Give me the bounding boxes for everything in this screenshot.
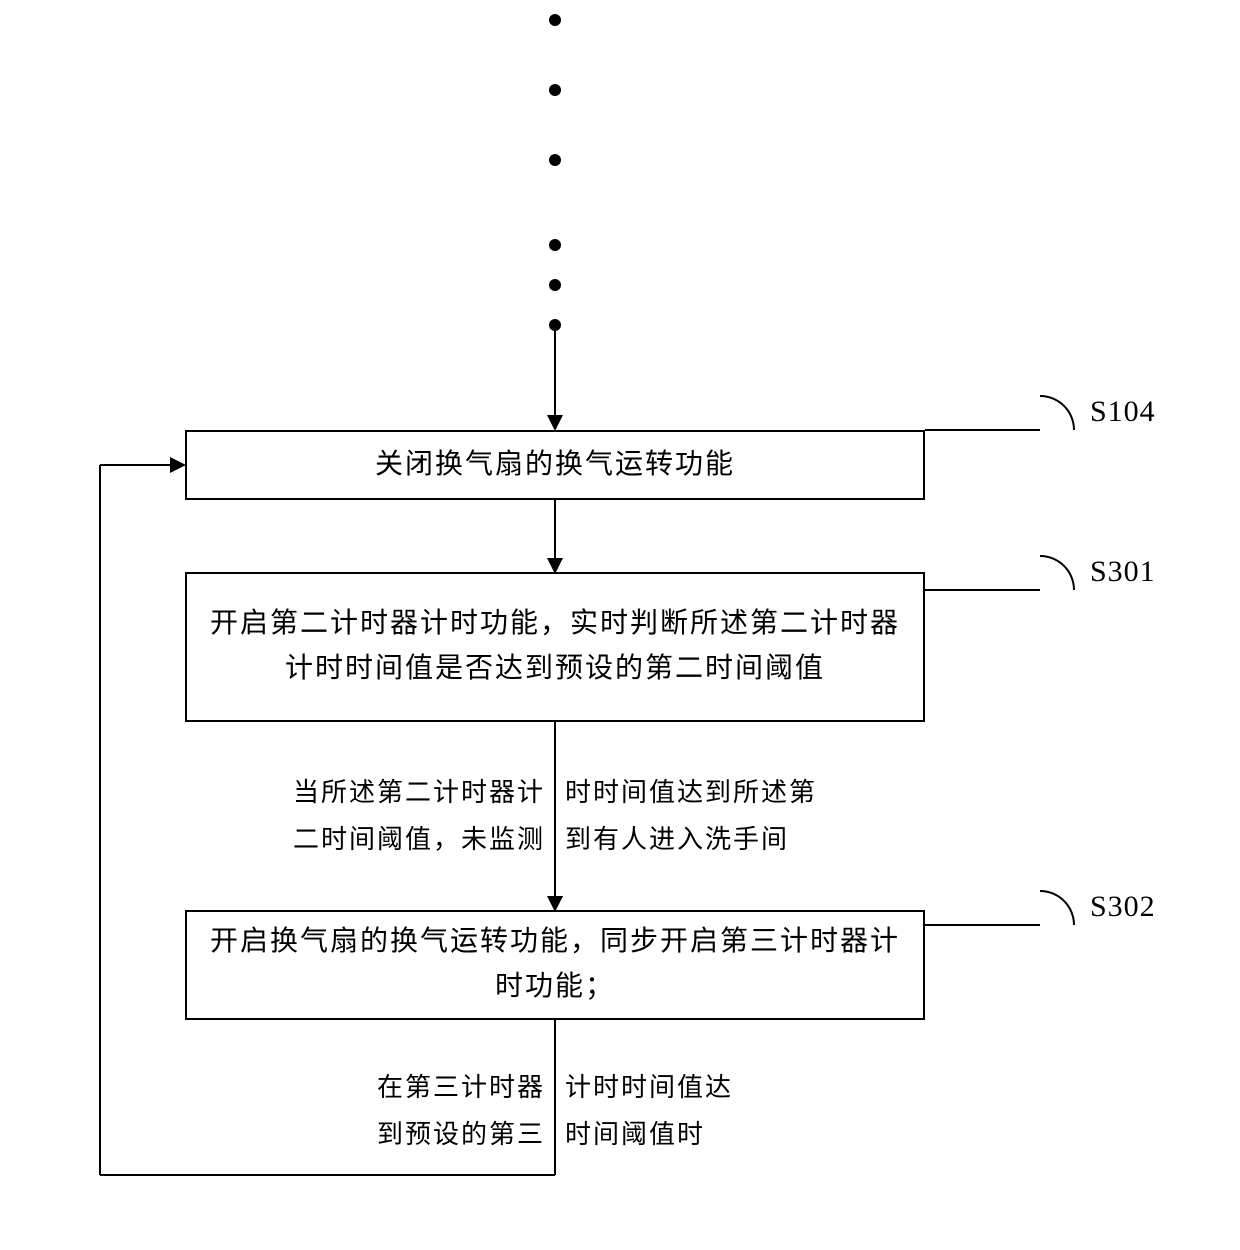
label-S302: S302 <box>1090 890 1156 924</box>
node-S104: 关闭换气扇的换气运转功能 <box>185 430 925 500</box>
label-connector-curve-2 <box>1040 890 1075 925</box>
edge-e2-text-left: 当所述第二计时器计 二时间阈值，未监测 <box>293 770 545 864</box>
continuation-dot-1 <box>549 84 561 96</box>
continuation-dot-2 <box>549 154 561 166</box>
edge-e1-line <box>554 500 556 558</box>
label-connector-curve-1 <box>1040 555 1075 590</box>
edge-e3-up <box>99 465 101 1175</box>
label-connector-h-0 <box>925 429 1040 431</box>
label-connector-h-1 <box>925 589 1040 591</box>
edge-e3-text-left: 在第三计时器 到预设的第三 <box>377 1065 545 1159</box>
edge-e0-arrow <box>547 415 563 431</box>
edge-e3-text-right: 计时时间值达 时间阈值时 <box>565 1065 733 1159</box>
edge-e0-line <box>554 330 556 415</box>
edge-e2-arrow <box>547 896 563 912</box>
edge-e3-across <box>100 1174 555 1176</box>
continuation-dot-0 <box>549 14 561 26</box>
node-text-S301: 开启第二计时器计时功能，实时判断所述第二计时器计时时间值是否达到预设的第二时间阈… <box>207 602 903 692</box>
flowchart-canvas: 关闭换气扇的换气运转功能 S104 开启第二计时器计时功能，实时判断所述第二计时器计… <box>0 0 1240 1250</box>
node-text-S104: 关闭换气扇的换气运转功能 <box>375 443 735 488</box>
edge-e3-into <box>100 464 170 466</box>
edge-e2-text-right: 时时间值达到所述第 到有人进入洗手间 <box>565 770 817 864</box>
continuation-dot-4 <box>549 279 561 291</box>
edge-e3-down <box>554 1020 556 1175</box>
node-text-S302: 开启换气扇的换气运转功能，同步开启第三计时器计时功能； <box>207 920 903 1010</box>
node-S301: 开启第二计时器计时功能，实时判断所述第二计时器计时时间值是否达到预设的第二时间阈… <box>185 572 925 722</box>
node-S302: 开启换气扇的换气运转功能，同步开启第三计时器计时功能； <box>185 910 925 1020</box>
label-connector-h-2 <box>925 924 1040 926</box>
label-S301: S301 <box>1090 555 1156 589</box>
label-connector-curve-0 <box>1040 395 1075 430</box>
continuation-dot-3 <box>549 239 561 251</box>
label-S104: S104 <box>1090 395 1156 429</box>
edge-e1-arrow <box>547 558 563 574</box>
edge-e2-line <box>554 722 556 896</box>
edge-e3-arrow <box>170 457 186 473</box>
